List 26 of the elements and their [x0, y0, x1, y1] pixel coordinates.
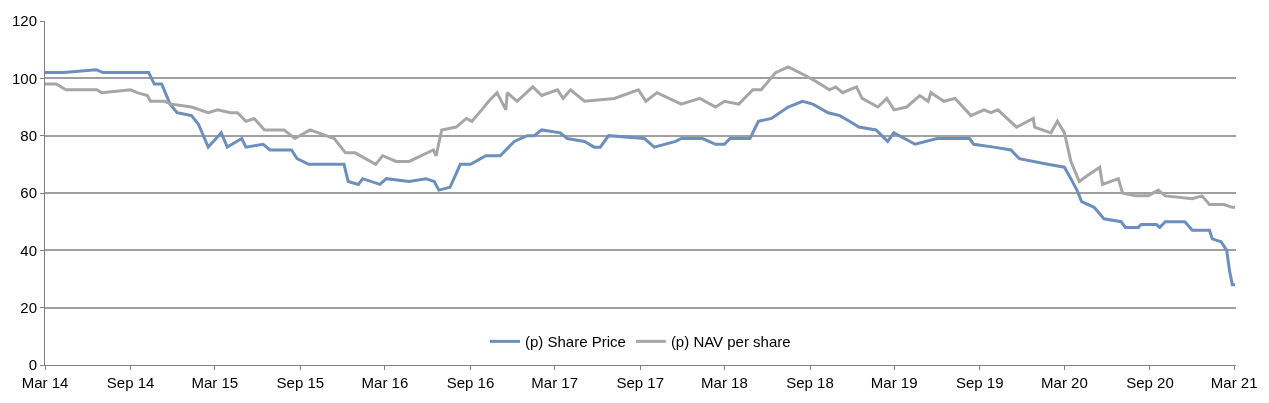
x-tick-label: Sep 14 — [106, 374, 155, 391]
x-tick-label: Sep 20 — [1126, 374, 1174, 391]
y-tick-label: 80 — [20, 126, 37, 144]
x-tick-label: Mar 15 — [191, 374, 239, 391]
line-series — [45, 68, 1236, 287]
y-tick-label: 40 — [20, 241, 37, 259]
x-tick-label: Sep 19 — [955, 374, 1004, 391]
x-tick-label: Mar 21 — [1210, 374, 1258, 391]
x-tick-label: Mar 18 — [701, 374, 748, 391]
y-tick-label: 20 — [20, 298, 37, 316]
legend-label: (p) Share Price — [525, 333, 626, 351]
x-tick-label: Sep 17 — [616, 374, 665, 391]
x-tick-label: Mar 16 — [361, 374, 409, 391]
x-tick-label: Sep 15 — [276, 374, 325, 391]
x-tick-label: Sep 18 — [786, 374, 834, 391]
x-tick-label: Sep 16 — [446, 374, 495, 391]
x-tick-label: Mar 17 — [531, 374, 579, 391]
x-tick-label: Mar 20 — [1041, 374, 1088, 391]
y-tick-label: 120 — [11, 12, 37, 30]
x-tick-label: Mar 14 — [21, 374, 69, 391]
x-tick-label: Mar 19 — [870, 374, 918, 391]
y-tick-label: 60 — [20, 184, 37, 202]
y-tick-label: 100 — [11, 69, 37, 87]
y-tick-label: 0 — [28, 356, 37, 374]
line-series — [45, 65, 1236, 209]
legend-label: (p) NAV per share — [670, 333, 791, 351]
